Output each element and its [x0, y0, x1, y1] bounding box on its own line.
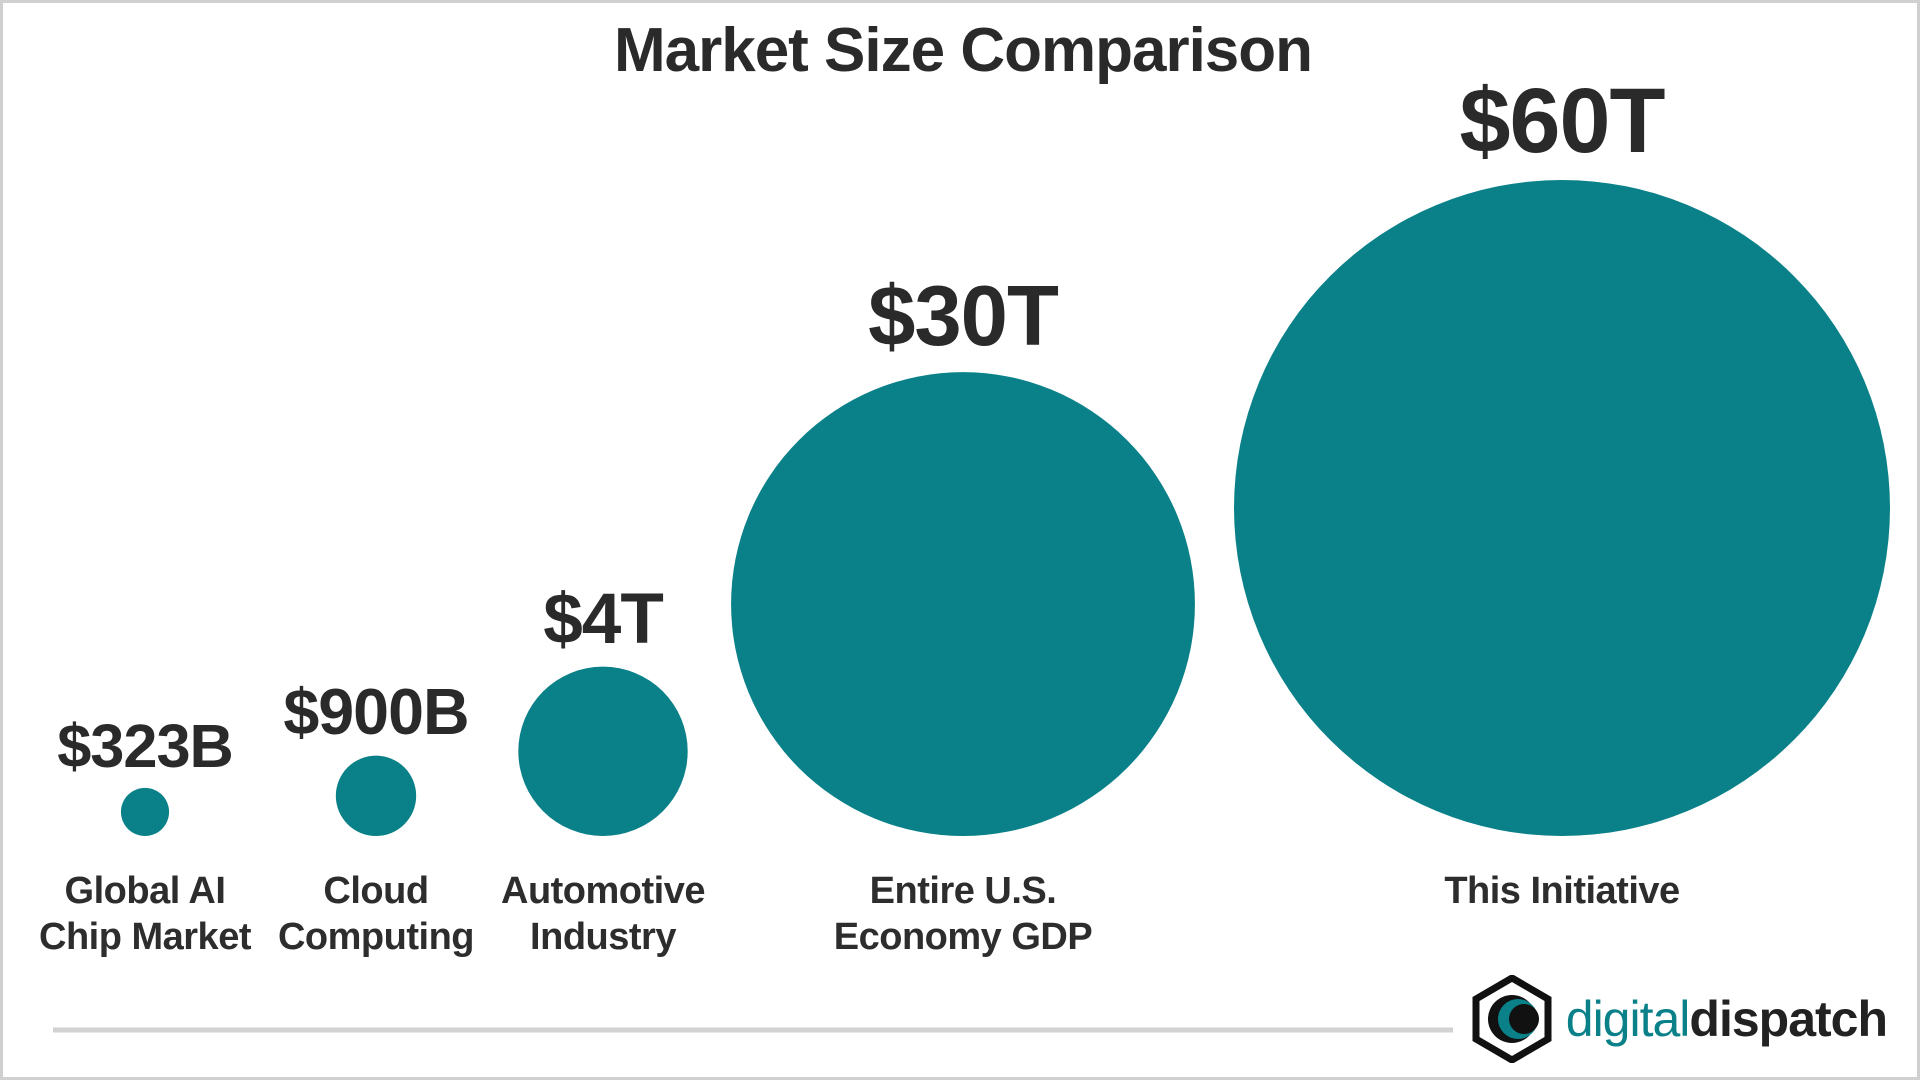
value-label: $900B	[283, 676, 469, 749]
logo-text: digital	[1565, 991, 1691, 1047]
logo: digitaldispatch	[1472, 975, 1888, 1063]
value-label: $30T	[868, 269, 1059, 365]
category-label: Automotive Industry	[501, 870, 706, 958]
bubble	[1234, 180, 1890, 836]
logo-text: dispatch	[1689, 991, 1888, 1047]
bubble	[120, 787, 170, 837]
bubble	[731, 372, 1195, 836]
chart-title: Market Size Comparison	[613, 16, 1313, 85]
category-label: This Initiative	[1444, 870, 1680, 912]
bubble	[518, 666, 688, 837]
category-label: Global AI Chip Market	[39, 870, 251, 958]
value-label: $60T	[1459, 69, 1666, 172]
chart	[53, 180, 1890, 1033]
value-label: $4T	[543, 579, 664, 659]
value-label: $323B	[57, 712, 234, 781]
category-label: Entire U.S. Economy GDP	[833, 870, 1093, 958]
bubble	[335, 755, 417, 836]
category-label: Cloud Computing	[277, 870, 475, 958]
logo-icon	[1472, 975, 1552, 1063]
